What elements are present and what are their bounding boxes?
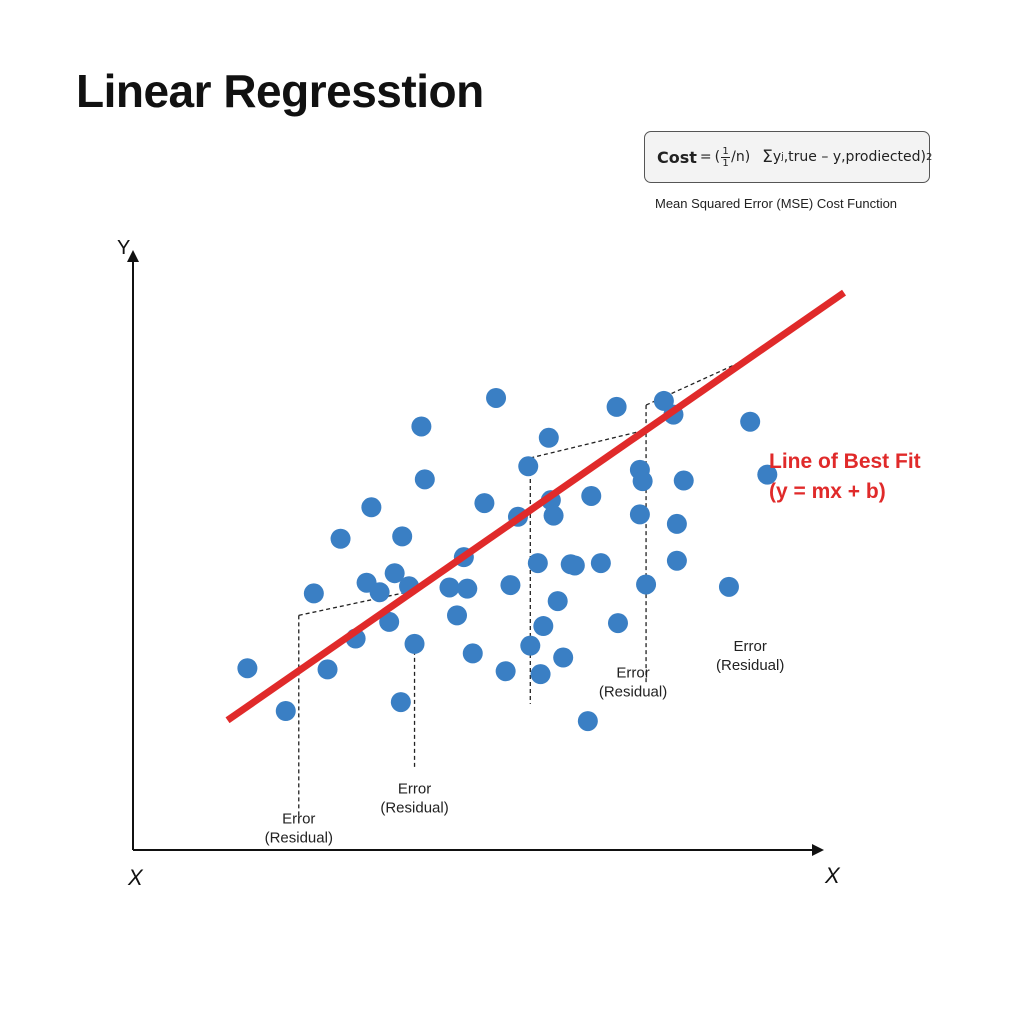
formula-equals: =	[699, 149, 712, 165]
data-point	[527, 553, 548, 574]
cost-label: Cost	[657, 147, 697, 167]
residual-connector	[298, 589, 415, 617]
data-point	[564, 555, 585, 576]
error-label: Error (Residual)	[599, 665, 667, 701]
data-point	[392, 526, 413, 547]
formula-exponent: 2	[926, 151, 933, 163]
residual-line	[645, 357, 751, 684]
error-label-line2: (Residual)	[265, 829, 333, 846]
best-fit-label-equation: (y = mx + b)	[769, 480, 886, 503]
data-point	[439, 577, 460, 598]
data-point	[629, 504, 650, 525]
data-point	[577, 711, 598, 732]
sum-term: y	[772, 149, 782, 165]
error-label-line1: Error	[616, 665, 649, 682]
error-label-line2: (Residual)	[380, 800, 448, 817]
error-label-line1: Error	[398, 781, 431, 798]
data-point	[757, 464, 778, 485]
data-point	[606, 396, 627, 417]
error-label-line1: Error	[282, 810, 315, 827]
data-point	[303, 583, 324, 604]
data-point	[673, 470, 694, 491]
data-point	[369, 582, 390, 603]
data-point	[447, 605, 468, 626]
formula-paren-open: (	[714, 149, 721, 165]
fraction-bar	[721, 156, 731, 158]
data-point	[520, 635, 541, 656]
fraction-denominator: 1	[722, 157, 729, 169]
data-point	[718, 576, 739, 597]
data-point	[632, 471, 653, 492]
data-point	[361, 497, 382, 518]
formula-over-n: /n)	[731, 149, 751, 165]
data-point	[330, 528, 351, 549]
formula-fraction: 1 1	[721, 145, 731, 169]
data-point	[404, 633, 425, 654]
data-point	[462, 643, 483, 664]
data-point	[547, 591, 568, 612]
data-point	[411, 416, 432, 437]
error-label: Error (Residual)	[265, 810, 333, 846]
data-point	[486, 387, 507, 408]
sum-subscript: j	[781, 152, 784, 162]
data-points	[237, 387, 778, 732]
data-point	[636, 574, 657, 595]
y-axis-label: Y	[117, 237, 130, 259]
data-point	[384, 563, 405, 584]
x-axis-label-end: X	[824, 863, 841, 888]
residual-connector	[645, 357, 751, 406]
error-label-line1: Error	[734, 638, 767, 655]
data-point	[740, 411, 761, 432]
data-point	[474, 493, 495, 514]
residual-line	[529, 429, 647, 704]
sum-text: ,true – y,prodiected)	[783, 149, 926, 165]
data-point	[530, 664, 551, 685]
data-point	[533, 616, 554, 637]
error-labels: Error (Residual) Error (Residual) Error (Resi…	[265, 638, 785, 846]
error-label: Error (Residual)	[380, 781, 448, 817]
data-point	[237, 658, 258, 679]
data-point	[390, 692, 411, 713]
error-label-line2: (Residual)	[599, 684, 667, 701]
best-fit-line	[225, 289, 847, 724]
data-point	[581, 485, 602, 506]
residual-connector	[530, 429, 647, 459]
data-point	[500, 575, 521, 596]
data-point	[518, 456, 539, 477]
data-point	[666, 513, 687, 534]
data-point	[538, 427, 559, 448]
residual-lines	[298, 357, 751, 824]
data-point	[317, 659, 338, 680]
formula-caption: Mean Squared Error (MSE) Cost Function	[655, 196, 898, 211]
error-label-line2: (Residual)	[716, 657, 784, 674]
error-label: Error (Residual)	[716, 638, 784, 674]
data-point	[607, 613, 628, 634]
chart-title: Linear Regresstion	[76, 65, 484, 117]
data-point	[457, 578, 478, 599]
data-point	[553, 647, 574, 668]
data-point	[590, 553, 611, 574]
data-point	[495, 661, 516, 682]
best-fit-line-group	[225, 289, 847, 724]
fraction-numerator: 1	[722, 145, 729, 157]
sigma-symbol: Σ	[762, 147, 773, 167]
residual-line	[298, 589, 415, 824]
x-axis-label-origin: X	[127, 865, 144, 890]
data-point	[414, 469, 435, 490]
data-point	[275, 701, 296, 722]
data-point	[666, 550, 687, 571]
best-fit-label-title: Line of Best Fit	[769, 450, 921, 473]
data-point	[543, 505, 564, 526]
data-point	[379, 611, 400, 632]
